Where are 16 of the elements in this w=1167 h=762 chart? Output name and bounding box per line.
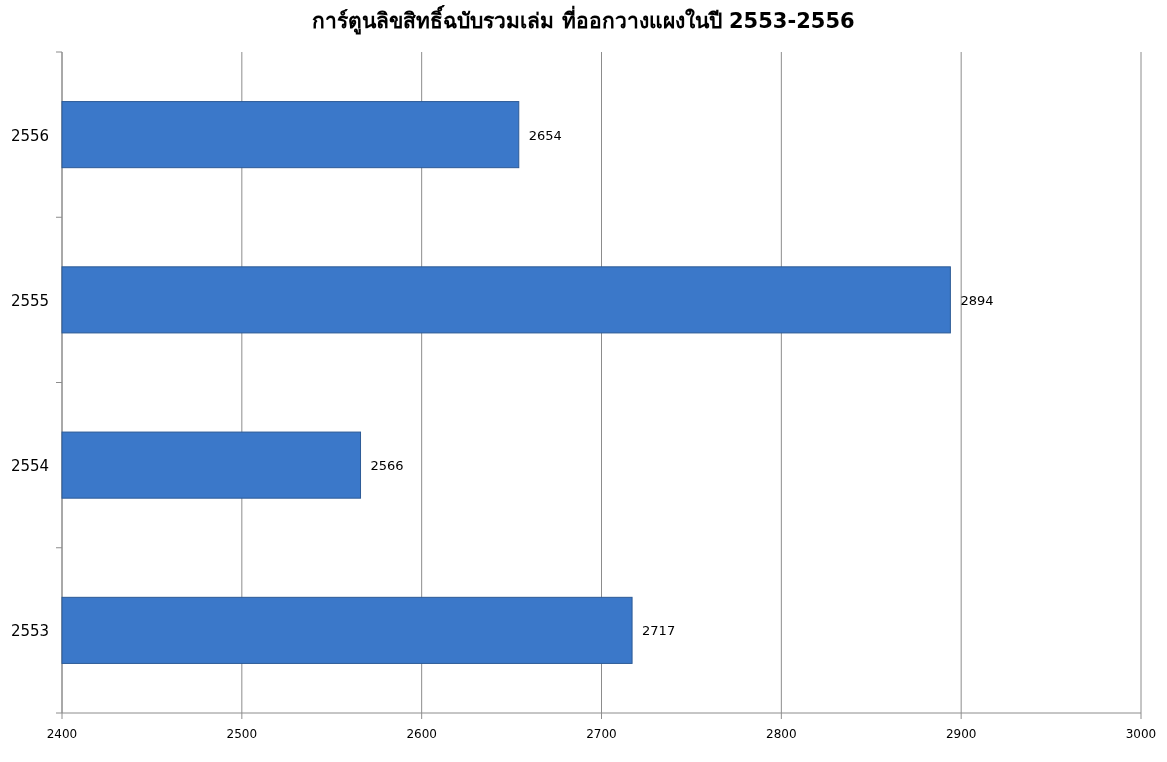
x-tick-label: 2400 [46, 727, 78, 741]
x-tick-label: 3000 [1125, 727, 1157, 741]
y-tick-label: 2556 [10, 126, 50, 145]
y-tick-label: 2553 [10, 622, 50, 641]
chart-title: การ์ตูนลิขสิทธิ์ฉบับรวมเล่ม ที่ออกวางแผงในปี 2553-2556 [312, 5, 855, 35]
y-tick-label: 2554 [10, 457, 50, 476]
data-label: 2566 [370, 458, 404, 474]
data-label: 2894 [960, 292, 994, 308]
x-tick-label: 2800 [766, 727, 797, 741]
data-label: 2717 [642, 623, 676, 639]
x-tick-label: 2500 [226, 727, 258, 741]
x-tick-label: 2700 [586, 727, 617, 741]
data-label: 2654 [528, 127, 562, 143]
x-tick-label: 2600 [406, 727, 437, 741]
x-tick-label: 2900 [945, 727, 977, 741]
y-tick-label: 2555 [10, 291, 50, 310]
